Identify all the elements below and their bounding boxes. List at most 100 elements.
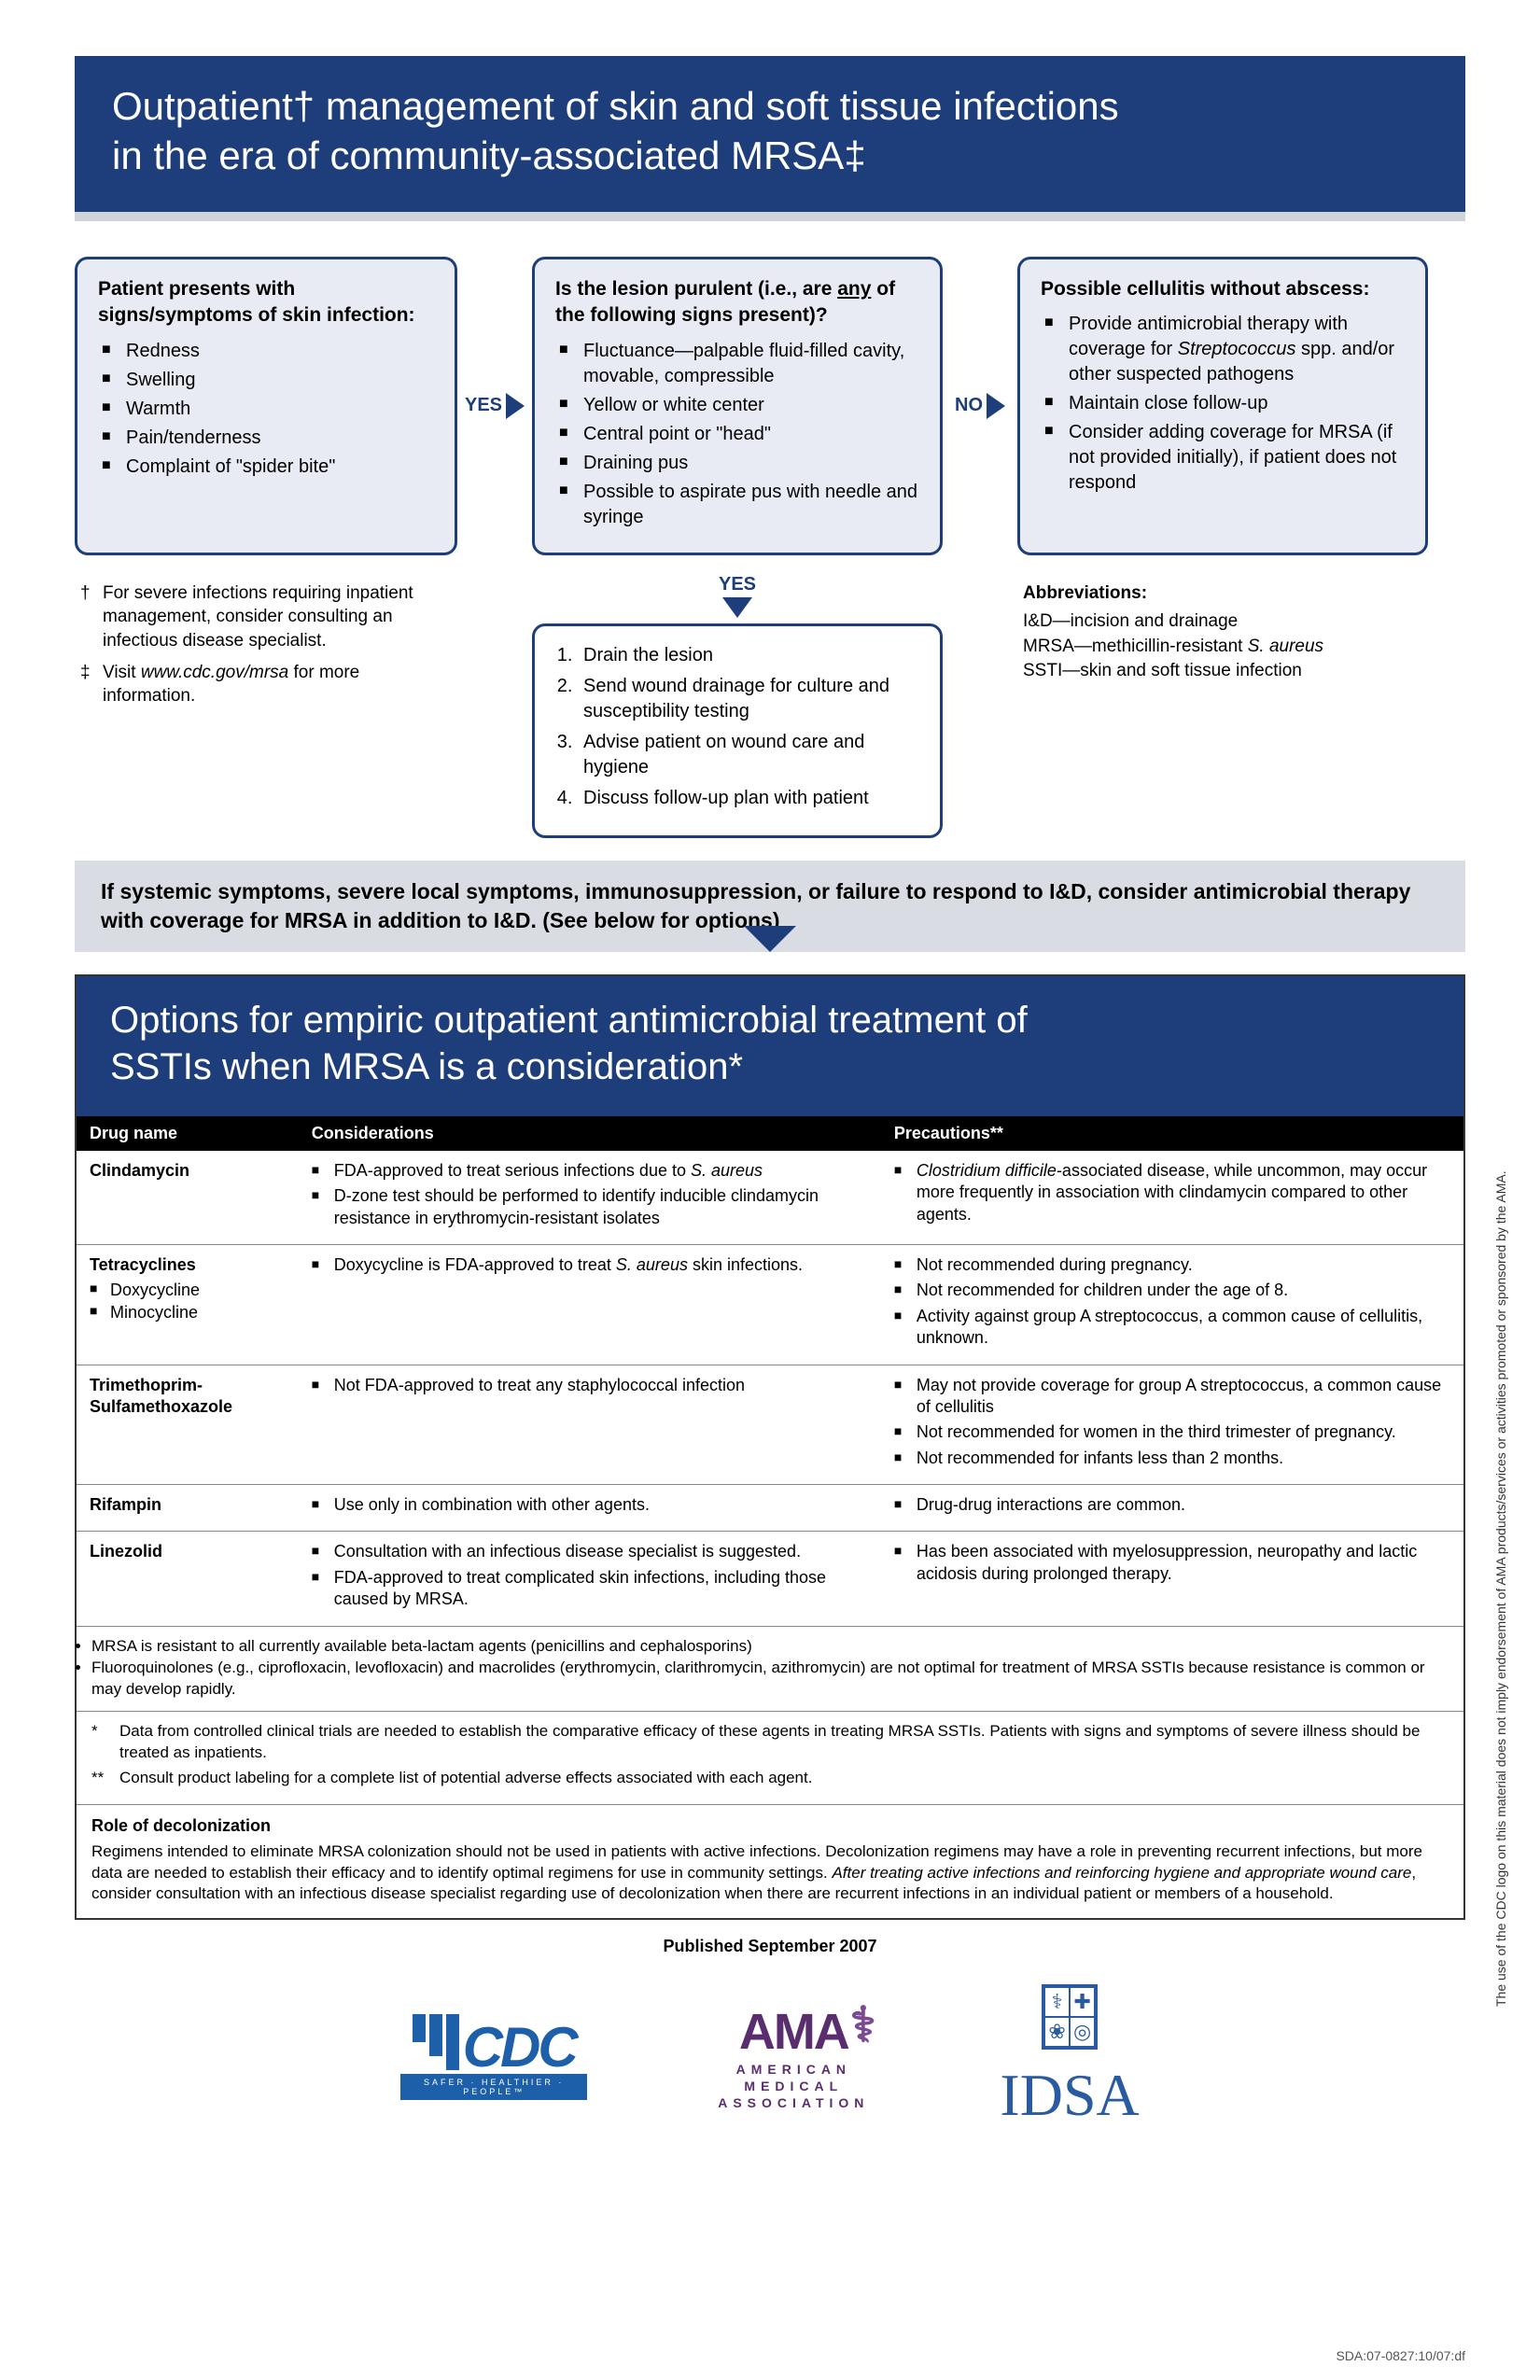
box-presenting-signs: Patient presents with signs/symptoms of … [75, 257, 457, 555]
box1-item: Complaint of "spider bite" [102, 455, 434, 480]
flowchart-row2: † For severe infections requiring inpati… [75, 574, 1465, 838]
box-drain-steps: Drain the lesion Send wound drainage for… [532, 623, 943, 838]
idsa-icon: ⚕✚❀◎ [1042, 1984, 1098, 2050]
role-text: Regimens intended to eliminate MRSA colo… [91, 1841, 1449, 1906]
ama-logo: AMA ⚕ AMERICAN MEDICAL ASSOCIATION [718, 2003, 869, 2112]
th-considerations: Considerations [299, 1116, 881, 1151]
box1-title: Patient presents with signs/symptoms of … [98, 276, 434, 329]
drug-name-cell: TetracyclinesDoxycyclineMinocycline [77, 1244, 299, 1365]
box2-item: Fluctuance—palpable fluid-filled cavity,… [559, 339, 919, 389]
drug-name-cell: Rifampin [77, 1485, 299, 1532]
box1-item: Swelling [102, 368, 434, 393]
table-row: Trimethoprim-SulfamethoxazoleNot FDA-app… [77, 1365, 1463, 1485]
drug-table: Drug name Considerations Precautions** C… [77, 1116, 1463, 1626]
table-note: Fluoroquinolones (e.g., ciprofloxacin, l… [91, 1658, 1449, 1701]
flowchart-row1: Patient presents with signs/symptoms of … [75, 257, 1465, 555]
table-row: TetracyclinesDoxycyclineMinocyclineDoxyc… [77, 1244, 1463, 1365]
connector-no: NO [943, 257, 1017, 555]
box4-list: Drain the lesion Send wound drainage for… [555, 643, 919, 811]
star-note-2: ** Consult product labeling for a comple… [91, 1768, 1449, 1789]
box1-item: Warmth [102, 397, 434, 422]
box2-item: Draining pus [559, 451, 919, 476]
cdc-bars-icon [413, 2014, 459, 2070]
box4-item: Advise patient on wound care and hygiene [578, 730, 919, 780]
cdc-text: CDC [463, 2025, 576, 2070]
abbrev-title: Abbreviations: [1023, 581, 1428, 607]
drug-name-cell: Linezolid [77, 1532, 299, 1626]
box2-list: Fluctuance—palpable fluid-filled cavity,… [555, 339, 919, 530]
precautions-cell: Has been associated with myelosuppressio… [881, 1532, 1463, 1626]
main-title-banner: Outpatient† management of skin and soft … [75, 56, 1465, 221]
banner1-line1: Outpatient† management of skin and soft … [112, 84, 1119, 128]
considerations-cell: Not FDA-approved to treat any staphyloco… [299, 1365, 881, 1485]
caduceus-icon: ⚕ [850, 1997, 875, 2053]
ama-sub: ASSOCIATION [718, 2094, 869, 2111]
role-decolonization-block: Role of decolonization Regimens intended… [77, 1804, 1463, 1918]
table-note: MRSA is resistant to all currently avail… [91, 1636, 1449, 1658]
considerations-cell: Consultation with an infectious disease … [299, 1532, 881, 1626]
star-notes-block: * Data from controlled clinical trials a… [77, 1711, 1463, 1804]
box1-item: Pain/tenderness [102, 426, 434, 451]
document-id: SDA:07-0827:10/07:df [1336, 2348, 1465, 2363]
footnote-dagger: † For severe infections requiring inpati… [80, 581, 452, 653]
section2-banner: Options for empiric outpatient antimicro… [77, 976, 1463, 1116]
arrow-down-icon [744, 926, 796, 968]
box3-item: Consider adding coverage for MRSA (if no… [1044, 420, 1405, 496]
ama-sub: MEDICAL [744, 2078, 843, 2094]
connector-yes-1: YES [457, 257, 532, 555]
box3-list: Provide antimicrobial therapy with cover… [1041, 312, 1405, 496]
precautions-cell: Not recommended during pregnancy.Not rec… [881, 1244, 1463, 1365]
arrow-to-graybar [75, 838, 1465, 855]
idsa-logo: ⚕✚❀◎ IDSA [1000, 1984, 1139, 2130]
th-drug: Drug name [77, 1116, 299, 1151]
logos-row: CDC SAFER · HEALTHIER · PEOPLE™ AMA ⚕ AM… [75, 1984, 1465, 2130]
banner1-line2: in the era of community-associated MRSA‡ [112, 133, 866, 177]
precautions-cell: Clostridium difficile-associated disease… [881, 1151, 1463, 1245]
abbrev-line: SSTI—skin and soft tissue infection [1023, 659, 1428, 684]
banner2-line1: Options for empiric outpatient antimicro… [110, 1000, 1028, 1041]
precautions-cell: Drug-drug interactions are common. [881, 1485, 1463, 1532]
abbrev-line: MRSA—methicillin-resistant S. aureus [1023, 635, 1428, 660]
side-disclaimer: The use of the CDC logo on this material… [1493, 961, 1512, 2007]
arrow-down-icon [722, 597, 752, 618]
publication-date: Published September 2007 [75, 1937, 1465, 1956]
box2-item: Yellow or white center [559, 393, 919, 418]
no-label: NO [955, 395, 983, 416]
precautions-cell: May not provide coverage for group A str… [881, 1365, 1463, 1485]
footnotes-block: † For severe infections requiring inpati… [75, 574, 457, 716]
star-note-1: * Data from controlled clinical trials a… [91, 1721, 1449, 1764]
abbreviations-block: Abbreviations: I&D—incision and drainage… [1017, 574, 1428, 684]
box-cellulitis: Possible cellulitis without abscess: Pro… [1017, 257, 1428, 555]
ama-sub: AMERICAN [736, 2061, 851, 2078]
table-row: RifampinUse only in combination with oth… [77, 1485, 1463, 1532]
ama-text: AMA ⚕ [739, 2003, 848, 2061]
box1-item: Redness [102, 339, 434, 364]
yes-label: YES [465, 395, 502, 416]
drug-name-cell: Clindamycin [77, 1151, 299, 1245]
box3-item: Maintain close follow-up [1044, 391, 1405, 416]
box3-item: Provide antimicrobial therapy with cover… [1044, 312, 1405, 387]
box4-column: YES Drain the lesion Send wound drainage… [532, 574, 943, 838]
box2-item: Central point or "head" [559, 422, 919, 447]
table-notes-list: MRSA is resistant to all currently avail… [91, 1636, 1449, 1701]
considerations-cell: Use only in combination with other agent… [299, 1485, 881, 1532]
yes-label: YES [719, 574, 756, 595]
treatment-options-section: Options for empiric outpatient antimicro… [75, 974, 1465, 1921]
considerations-cell: Doxycycline is FDA-approved to treat S. … [299, 1244, 881, 1365]
footnote-double-dagger: ‡ Visit www.cdc.gov/mrsa for more inform… [80, 661, 452, 708]
idsa-text: IDSA [1000, 2061, 1139, 2130]
box1-list: Redness Swelling Warmth Pain/tenderness … [98, 339, 434, 480]
abbrev-line: I&D—incision and drainage [1023, 609, 1428, 635]
box-purulent-question: Is the lesion purulent (i.e., are any of… [532, 257, 943, 555]
box2-title: Is the lesion purulent (i.e., are any of… [555, 276, 919, 329]
connector-yes-down: YES [719, 574, 756, 618]
considerations-cell: FDA-approved to treat serious infections… [299, 1151, 881, 1245]
box4-item: Discuss follow-up plan with patient [578, 786, 919, 811]
box3-title: Possible cellulitis without abscess: [1041, 276, 1405, 302]
box2-item: Possible to aspirate pus with needle and… [559, 480, 919, 530]
arrow-right-icon [506, 393, 525, 419]
cdc-tagline: SAFER · HEALTHIER · PEOPLE™ [400, 2074, 587, 2100]
cdc-logo: CDC SAFER · HEALTHIER · PEOPLE™ [400, 2014, 587, 2100]
table-row: LinezolidConsultation with an infectious… [77, 1532, 1463, 1626]
role-title: Role of decolonization [91, 1814, 1449, 1837]
